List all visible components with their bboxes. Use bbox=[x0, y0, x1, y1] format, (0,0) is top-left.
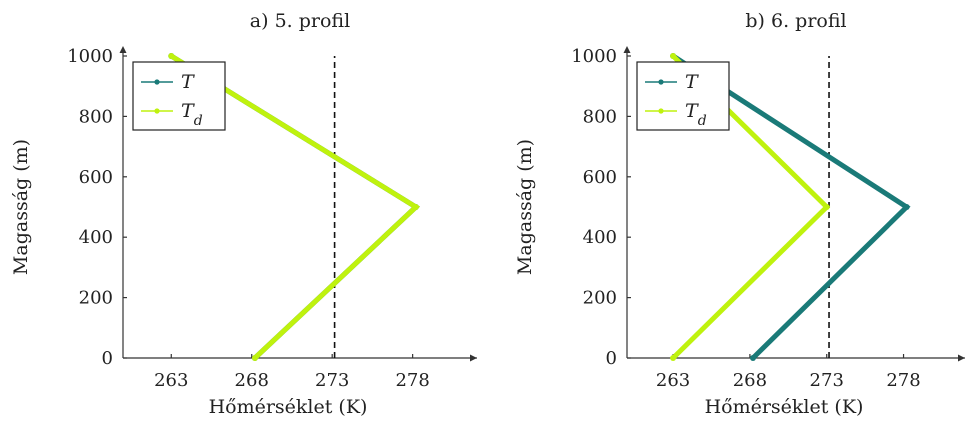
y-tick-label: 800 bbox=[79, 106, 113, 127]
y-axis-label: Magasság (m) bbox=[10, 139, 32, 275]
legend-box bbox=[636, 61, 730, 131]
x-tick-label: 273 bbox=[810, 370, 844, 391]
y-tick-label: 1000 bbox=[67, 46, 113, 67]
data-point-td bbox=[670, 53, 677, 59]
y-axis-label: Magasság (m) bbox=[514, 139, 536, 275]
x-tick-label: 278 bbox=[886, 370, 920, 391]
legend-label-main: T bbox=[685, 71, 699, 93]
x-tick-label: 268 bbox=[235, 370, 269, 391]
y-tick-label: 400 bbox=[79, 227, 113, 248]
y-tick-label: 800 bbox=[583, 106, 617, 127]
data-point-t bbox=[749, 355, 756, 361]
x-tick-label: 263 bbox=[154, 370, 188, 391]
chart-title: a) 5. profil bbox=[250, 10, 350, 32]
y-tick-label: 600 bbox=[79, 167, 113, 188]
legend-label-td: Td bbox=[181, 100, 203, 129]
y-tick-label: 200 bbox=[79, 288, 113, 309]
legend-label-td: Td bbox=[685, 100, 707, 129]
chart-panel-a: a) 5. profil 263 268 273 278 0 200 400 600 800 100… bbox=[10, 10, 477, 418]
y-tick-label: 0 bbox=[102, 348, 113, 369]
data-point-t bbox=[903, 204, 910, 210]
x-tick-label: 268 bbox=[733, 370, 767, 391]
y-tick-label: 200 bbox=[583, 288, 617, 309]
x-tick-label: 278 bbox=[395, 370, 429, 391]
x-tick-label: 273 bbox=[315, 370, 349, 391]
data-point-td bbox=[251, 355, 258, 361]
legend-label-main: T bbox=[181, 100, 195, 122]
data-point-td bbox=[823, 204, 830, 210]
x-axis-arrow bbox=[470, 354, 477, 362]
data-point-td bbox=[412, 204, 419, 210]
legend-label-main: T bbox=[685, 100, 699, 122]
legend-label-t: T bbox=[181, 71, 195, 93]
y-tick-label: 600 bbox=[583, 167, 617, 188]
x-axis-label: Hőmérséklet (K) bbox=[705, 396, 864, 418]
legend-marker-td bbox=[658, 108, 664, 114]
y-axis-arrow bbox=[119, 46, 127, 53]
legend-label-main: T bbox=[181, 71, 195, 93]
chart-panel-b: b) 6. profil 263 268 273 278 0 200 400 600 800 100… bbox=[514, 10, 965, 418]
legend-label-t: T bbox=[685, 71, 699, 93]
data-point-td bbox=[670, 355, 677, 361]
legend-box bbox=[132, 61, 226, 131]
data-point-td bbox=[168, 53, 175, 59]
y-axis-arrow bbox=[623, 46, 631, 53]
legend-label-subscript: d bbox=[194, 113, 203, 129]
y-tick-label: 1000 bbox=[571, 46, 617, 67]
x-tick-label: 263 bbox=[656, 370, 690, 391]
legend-label-subscript: d bbox=[698, 113, 707, 129]
legend-marker-t bbox=[658, 79, 664, 85]
y-tick-label: 400 bbox=[583, 227, 617, 248]
x-axis-arrow bbox=[958, 354, 965, 362]
legend-marker-t bbox=[154, 79, 160, 85]
y-tick-label: 0 bbox=[606, 348, 617, 369]
x-axis-label: Hőmérséklet (K) bbox=[209, 396, 368, 418]
chart-title: b) 6. profil bbox=[745, 10, 846, 32]
legend-marker-td bbox=[154, 108, 160, 114]
